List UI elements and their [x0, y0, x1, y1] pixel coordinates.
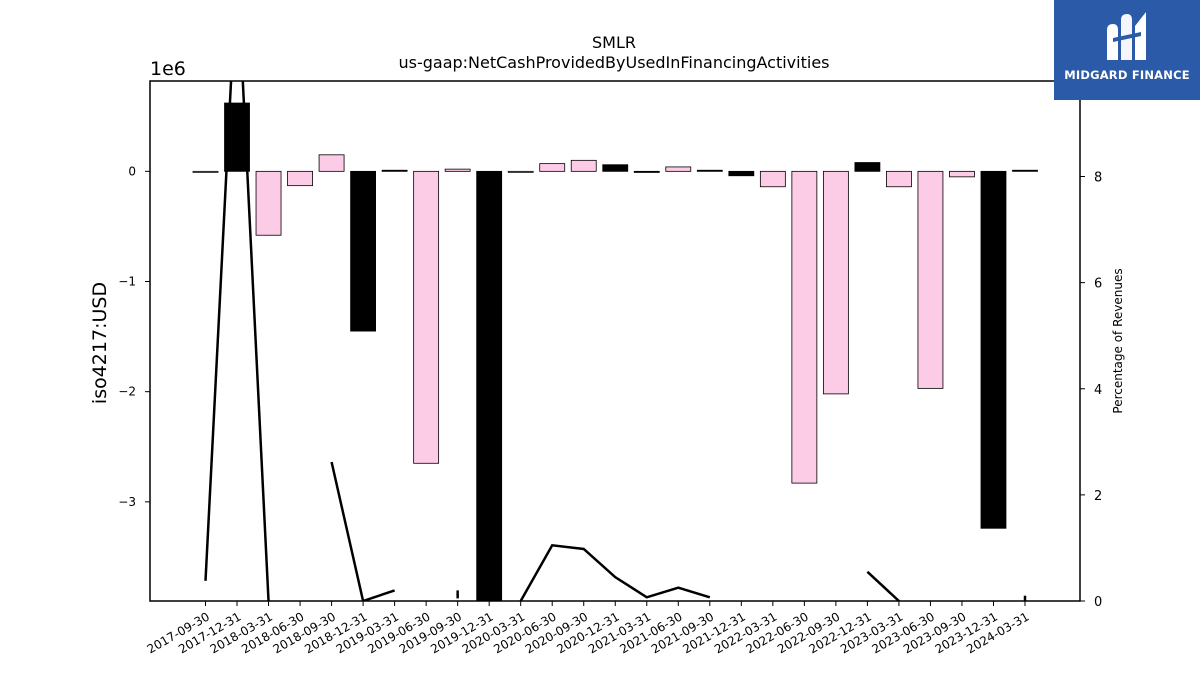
bar-2024-03-31	[1012, 169, 1038, 172]
logo-icon	[1107, 12, 1146, 60]
y2-tick-label: 6	[1094, 277, 1102, 292]
y2-axis: 0 2 4 6 8	[1080, 171, 1102, 610]
y-tick-label: −2	[118, 385, 136, 399]
bar-2021-12-31	[728, 170, 755, 177]
bar-2020-09-30	[570, 159, 597, 172]
y-tick-label: 0	[128, 164, 136, 178]
bar-2021-03-31	[633, 170, 660, 173]
y-tick-label: −1	[118, 275, 136, 289]
chart-subtitle: us-gaap:NetCashProvidedByUsedInFinancing…	[398, 53, 829, 72]
percentage-line-segment	[204, 81, 270, 601]
bar-2023-09-30	[949, 170, 975, 178]
bar-2022-12-31	[854, 162, 881, 172]
y2-tick-label: 2	[1094, 489, 1102, 504]
bar-2023-03-31	[886, 170, 912, 188]
bar-2018-09-30	[318, 154, 345, 172]
bar-2019-12-31	[476, 170, 503, 601]
chart-title: SMLR	[592, 33, 636, 52]
percentage-line-segment	[866, 570, 900, 601]
bar-2022-06-30	[791, 170, 818, 484]
bar-2021-09-30	[696, 169, 723, 172]
bars-group	[192, 102, 1038, 601]
y2-tick-label: 8	[1094, 171, 1102, 186]
bar-2022-09-30	[822, 170, 849, 395]
y2-axis-label: Percentage of Revenues	[1111, 268, 1125, 413]
bar-2018-12-31	[350, 170, 376, 332]
y-offset-label: 1e6	[150, 58, 186, 80]
bar-2020-03-31	[507, 170, 534, 173]
logo-text: MIDGARD FINANCE	[1064, 68, 1190, 82]
bar-2020-06-30	[539, 163, 566, 172]
brand-logo: MIDGARD FINANCE	[1054, 0, 1200, 100]
line-group	[204, 81, 1027, 601]
y-axis: 0 −1 −2 −3	[118, 164, 150, 509]
y2-tick-label: 4	[1094, 383, 1102, 398]
bar-2019-09-30	[444, 168, 471, 172]
y-tick-label: −3	[118, 495, 136, 509]
bar-2019-06-30	[413, 170, 440, 464]
percentage-line-segment	[330, 461, 396, 601]
y2-tick-label: 0	[1094, 595, 1102, 610]
bar-2023-06-30	[917, 170, 944, 389]
bar-2018-03-31	[255, 170, 282, 236]
percentage-line-segment	[519, 543, 711, 601]
bar-2021-06-30	[665, 166, 692, 172]
y-axis-label: iso4217:USD	[89, 282, 111, 404]
bar-2023-12-31	[980, 170, 1007, 529]
bar-2022-03-31	[759, 170, 786, 188]
bar-2020-12-31	[602, 164, 629, 172]
bar-2019-03-31	[381, 169, 408, 172]
x-axis: 2017-09-302017-12-312018-03-312018-06-30…	[145, 601, 1032, 656]
bar-2017-09-30	[192, 170, 219, 173]
bar-2018-06-30	[287, 170, 313, 187]
